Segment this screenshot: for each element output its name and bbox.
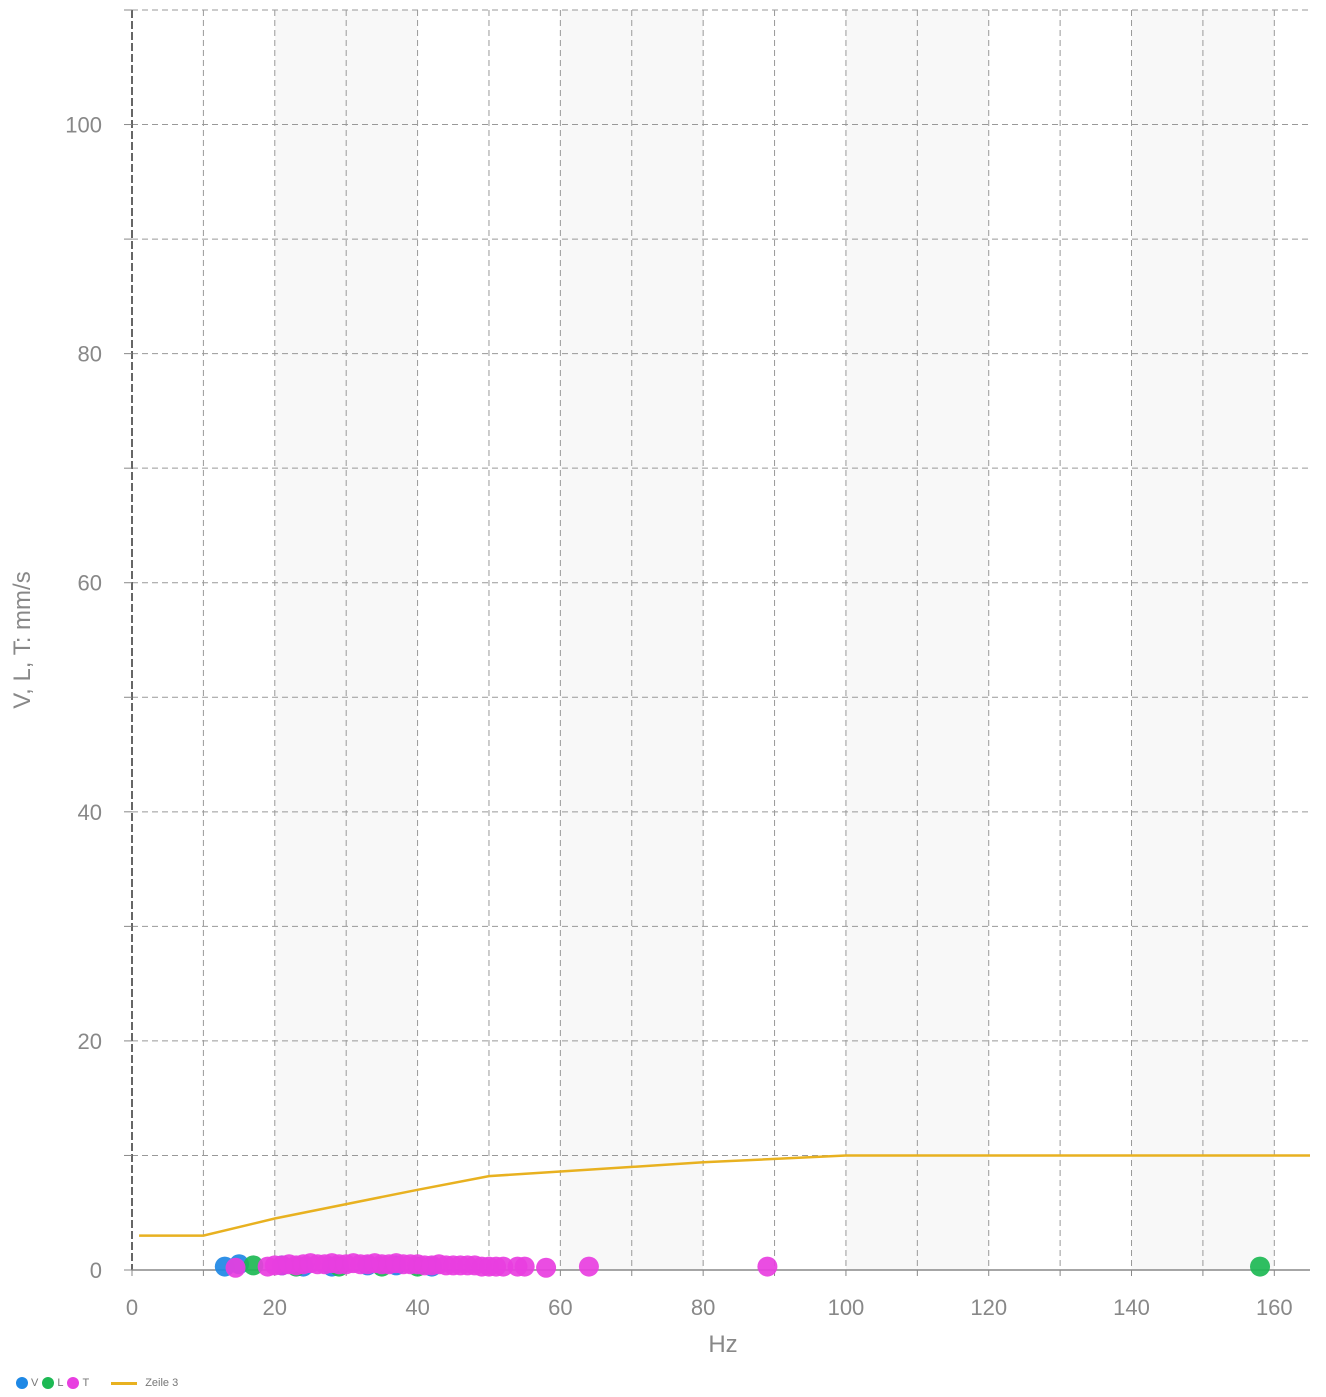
grid-lines (132, 9, 1310, 1270)
series-line-zeile-3 (139, 1154, 1310, 1237)
y-tick-labels: 0 20 40 60 80 100 (65, 113, 102, 1283)
legend: V L T Zeile 3 (16, 1377, 182, 1389)
y-tick-label: 100 (65, 113, 102, 138)
plot-background (132, 10, 1310, 1270)
point-t (578, 1256, 599, 1277)
legend-label-v: V (31, 1377, 39, 1389)
legend-item-l[interactable]: L (42, 1377, 63, 1389)
y-tick-label: 0 (90, 1258, 102, 1283)
y-tick-label: 80 (78, 342, 102, 367)
legend-swatch-t (67, 1377, 80, 1389)
x-tick-label: 140 (1113, 1295, 1150, 1320)
legend-label-l: L (57, 1377, 64, 1389)
point-l (243, 1255, 264, 1276)
x-tick-label: 0 (126, 1295, 138, 1320)
legend-label-t: T (82, 1377, 90, 1389)
x-tick-label: 160 (1256, 1295, 1293, 1320)
point-t (493, 1256, 514, 1277)
x-tick-label: 60 (548, 1295, 572, 1320)
x-tick-label: 120 (970, 1295, 1007, 1320)
legend-item-zeile-3[interactable]: Zeile 3 (93, 1377, 178, 1389)
point-t (757, 1256, 778, 1277)
legend-swatch-zeile-3 (111, 1381, 138, 1385)
legend-swatch-v (16, 1377, 28, 1389)
y-tick-label: 60 (78, 571, 102, 596)
point-t (536, 1257, 557, 1278)
x-tick-label: 20 (263, 1295, 287, 1320)
point-t (225, 1257, 246, 1278)
threshold-line-series (139, 1154, 1310, 1237)
y-tick-label: 20 (78, 1029, 102, 1054)
x-tick-label: 100 (828, 1295, 865, 1320)
point-t (514, 1256, 535, 1277)
y-axis-title: V, L, T: mm/s (9, 571, 36, 708)
scatter-points (214, 1253, 1271, 1278)
y-tick-label: 40 (78, 800, 102, 825)
legend-label-zeile-3: Zeile 3 (145, 1377, 179, 1389)
x-axis-title: Hz (708, 1331, 737, 1358)
point-l (1250, 1256, 1271, 1277)
legend-item-v[interactable]: V (16, 1377, 38, 1389)
x-tick-label: 80 (691, 1295, 715, 1320)
legend-swatch-l (42, 1377, 55, 1389)
x-tick-label: 40 (405, 1295, 429, 1320)
plot-band (1274, 10, 1310, 1270)
legend-item-t[interactable]: T (67, 1377, 89, 1389)
x-tick-labels: 0 20 40 60 80 100 120 140 160 (126, 1295, 1293, 1320)
